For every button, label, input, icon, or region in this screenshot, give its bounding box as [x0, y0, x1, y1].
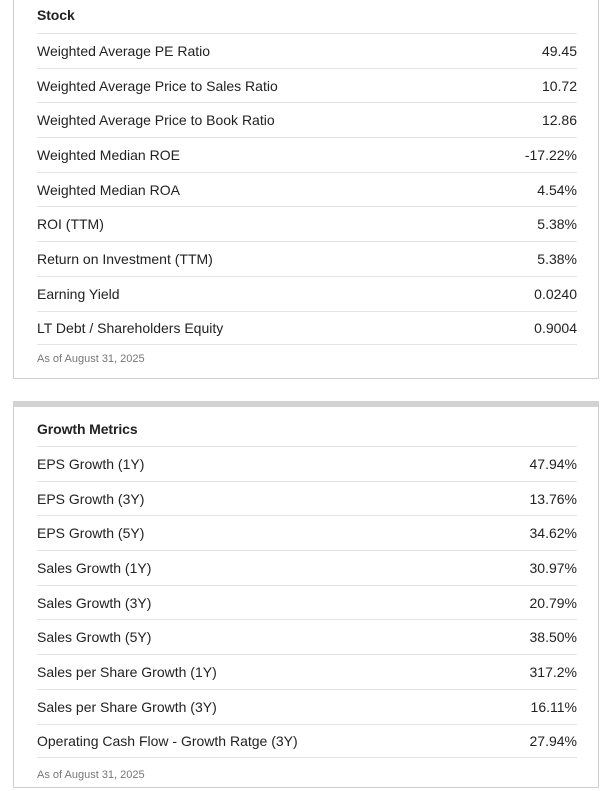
stock-title: Stock — [37, 7, 75, 23]
row-value: 49.45 — [541, 42, 577, 59]
table-row: Return on Investment (TTM) 5.38% — [37, 241, 577, 276]
table-row: Weighted Median ROA 4.54% — [37, 171, 577, 207]
table-row: Earning Yield 0.0240 — [37, 275, 577, 311]
row-value: 47.94% — [529, 455, 577, 472]
table-row: EPS Growth (3Y) 13.76% — [37, 480, 577, 516]
row-value: 13.76% — [529, 490, 577, 507]
row-value: 0.0240 — [534, 285, 577, 302]
growth-title: Growth Metrics — [37, 421, 138, 437]
row-label: Earning Yield — [37, 285, 120, 302]
table-row: Sales per Share Growth (1Y) 317.2% — [37, 654, 577, 689]
row-value: 16.11% — [530, 698, 577, 715]
row-label: Weighted Median ROE — [37, 146, 180, 163]
table-row: LT Debt / Shareholders Equity 0.9004 — [37, 310, 577, 346]
row-value: 5.38% — [537, 250, 577, 267]
row-value: 10.72 — [541, 77, 577, 94]
table-row: Weighted Average Price to Sales Ratio 10… — [37, 67, 577, 103]
row-label: EPS Growth (1Y) — [37, 455, 145, 472]
row-value: 27.94% — [529, 732, 577, 749]
growth-table: EPS Growth (1Y) 47.94% EPS Growth (3Y) 1… — [37, 446, 577, 759]
row-value: -17.22% — [524, 146, 577, 163]
row-label: Sales per Share Growth (3Y) — [37, 698, 217, 715]
row-label: Weighted Average Price to Sales Ratio — [37, 77, 278, 94]
row-label: ROI (TTM) — [37, 216, 104, 233]
row-value: 12.86 — [541, 112, 577, 129]
row-value: 317.2% — [529, 663, 577, 680]
table-row: Sales Growth (5Y) 38.50% — [37, 619, 577, 654]
growth-metrics-card: Growth Metrics EPS Growth (1Y) 47.94% EP… — [13, 401, 599, 788]
row-label: LT Debt / Shareholders Equity — [37, 319, 224, 336]
row-value: 5.38% — [537, 216, 577, 233]
table-row: Sales per Share Growth (3Y) 16.11% — [37, 688, 577, 724]
row-label: Sales Growth (3Y) — [37, 594, 152, 611]
row-label: Weighted Median ROA — [37, 181, 180, 198]
table-row: Weighted Average Price to Book Ratio 12.… — [37, 102, 577, 137]
table-row: Weighted Median ROE -17.22% — [37, 137, 577, 172]
stock-card: Stock Weighted Average PE Ratio 49.45 We… — [13, 0, 599, 379]
row-label: Return on Investment (TTM) — [37, 250, 213, 267]
row-label: Sales per Share Growth (1Y) — [37, 663, 217, 680]
row-value: 34.62% — [529, 525, 577, 542]
row-label: Weighted Average Price to Book Ratio — [37, 112, 275, 129]
row-label: Operating Cash Flow - Growth Ratge (3Y) — [37, 732, 298, 749]
row-value: 30.97% — [529, 559, 577, 576]
table-row: Weighted Average PE Ratio 49.45 — [37, 33, 577, 68]
table-row: EPS Growth (1Y) 47.94% — [37, 446, 577, 481]
row-value: 38.50% — [529, 629, 577, 646]
row-value: 20.79% — [529, 594, 577, 611]
as-of-date: As of August 31, 2025 — [37, 353, 145, 365]
row-value: 0.9004 — [534, 319, 577, 336]
table-row: Operating Cash Flow - Growth Ratge (3Y) … — [37, 723, 577, 759]
row-label: Sales Growth (1Y) — [37, 559, 152, 576]
table-row: Sales Growth (3Y) 20.79% — [37, 584, 577, 620]
table-row: EPS Growth (5Y) 34.62% — [37, 515, 577, 550]
table-row: ROI (TTM) 5.38% — [37, 206, 577, 241]
as-of-date: As of August 31, 2025 — [37, 769, 145, 781]
stock-table: Weighted Average PE Ratio 49.45 Weighted… — [37, 33, 577, 346]
row-label: Weighted Average PE Ratio — [37, 42, 211, 59]
row-label: EPS Growth (3Y) — [37, 490, 145, 507]
table-row: Sales Growth (1Y) 30.97% — [37, 550, 577, 585]
row-value: 4.54% — [537, 181, 577, 198]
row-label: Sales Growth (5Y) — [37, 629, 152, 646]
row-label: EPS Growth (5Y) — [37, 525, 145, 542]
